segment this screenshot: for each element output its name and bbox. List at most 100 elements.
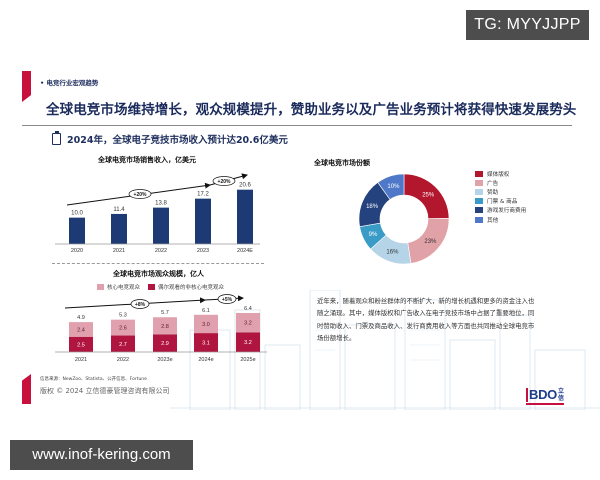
svg-text:25%: 25% — [422, 192, 435, 198]
source-note: 信息来源：NewZoo、Statista、公开信息、Fortune — [40, 377, 147, 382]
city-skyline-background — [170, 290, 600, 410]
svg-text:2024E: 2024E — [237, 248, 253, 254]
svg-text:13.8: 13.8 — [155, 201, 167, 207]
svg-text:2.8: 2.8 — [161, 324, 169, 330]
report-slide: • 电竞行业宏观趋势 全球电竞市场维持增长，观众规模提升，赞助业务以及广告业务预… — [0, 60, 600, 410]
legend-item: 其他 — [475, 215, 526, 224]
svg-text:3.2: 3.2 — [244, 321, 252, 327]
bar — [195, 198, 211, 244]
bar-segment-core — [236, 312, 260, 333]
svg-text:2020: 2020 — [71, 248, 83, 254]
legend-label: 赞助 — [487, 189, 499, 196]
bar — [237, 189, 253, 244]
svg-text:4.9: 4.9 — [77, 315, 85, 321]
svg-text:2024e: 2024e — [198, 357, 213, 363]
legend-swatch — [475, 198, 483, 205]
audience-chart-title: 全球电竞市场观众规模，亿人 — [113, 270, 204, 278]
revenue-chart-title: 全球电竞市场销售收入，亿美元 — [98, 156, 196, 164]
copyright: 版权 © 2024 立信德豪管理咨询有限公司 — [40, 387, 170, 395]
svg-text:16%: 16% — [386, 250, 399, 256]
accent-bar-top — [22, 71, 31, 102]
bar-segment-core — [194, 314, 218, 334]
svg-text:2022: 2022 — [117, 357, 129, 363]
legend-item-occasional: 偶尔观看的非核心电竞观众 — [148, 283, 224, 291]
donut-slice — [377, 173, 405, 200]
bar-segment-core — [111, 319, 135, 336]
svg-text:23%: 23% — [424, 239, 437, 245]
svg-text:2023: 2023 — [197, 248, 209, 254]
bdo-logo: BDO 立信 — [526, 388, 565, 405]
bar-segment-core — [69, 322, 93, 337]
svg-text:3.0: 3.0 — [202, 322, 210, 328]
bar-segment-occasional — [153, 334, 177, 352]
svg-text:3.2: 3.2 — [244, 340, 252, 346]
legend-swatch — [475, 179, 483, 186]
svg-text:10%: 10% — [387, 184, 400, 190]
svg-text:10.0: 10.0 — [71, 211, 83, 217]
svg-text:3.1: 3.1 — [202, 341, 210, 347]
legend-swatch — [475, 170, 483, 177]
chart-separator — [52, 263, 264, 264]
share-legend: 媒体版权广告赞助门票 & 商品 游戏发行商费用其他 — [475, 169, 526, 224]
svg-text:2025e: 2025e — [240, 357, 255, 363]
svg-text:+20%: +20% — [134, 192, 147, 198]
svg-text:+8%: +8% — [135, 302, 146, 308]
svg-text:+20%: +20% — [218, 179, 231, 185]
svg-text:2.6: 2.6 — [119, 326, 127, 332]
watermark-tg: TG: MYYJJPP — [466, 10, 589, 40]
legend-item: 赞助 — [475, 187, 526, 196]
watermark-url: www.inof-kering.com — [10, 440, 193, 470]
bar-segment-occasional — [236, 332, 260, 352]
svg-text:2023e: 2023e — [157, 357, 172, 363]
legend-item: 媒体版权 — [475, 169, 526, 178]
svg-text:+5%: +5% — [222, 297, 233, 303]
divider — [22, 125, 572, 126]
svg-text:2021: 2021 — [75, 357, 87, 363]
legend-swatch — [475, 207, 483, 214]
legend-swatch — [97, 284, 104, 290]
market-share-donut-chart: 25% 23% 16% 9% 18% 10% — [358, 173, 450, 265]
section-tag: • 电竞行业宏观趋势 — [40, 79, 99, 87]
summary-paragraph: 近年来，随着观众和粉丝群体的不断扩大，新的增长机遇和更多的资金注入也随之涌现。其… — [317, 297, 535, 342]
svg-text:2.7: 2.7 — [119, 342, 127, 348]
legend-item: 门票 & 商品 — [475, 197, 526, 206]
svg-text:20.6: 20.6 — [239, 183, 251, 189]
bar-segment-occasional — [194, 333, 218, 352]
svg-text:6.4: 6.4 — [244, 306, 252, 312]
legend-item-core: 核心电竞观众 — [97, 283, 140, 291]
legend-label: 其他 — [487, 217, 499, 224]
audience-stacked-bar-chart: 2.5 2.4 4.9 2021 2.7 2.6 5.3 2022 2.9 2.8 5.7 2023e… — [55, 294, 267, 363]
svg-text:11.4: 11.4 — [113, 207, 125, 213]
svg-text:17.2: 17.2 — [197, 192, 209, 198]
svg-text:6.1: 6.1 — [202, 308, 210, 314]
clipboard-icon — [52, 131, 61, 145]
legend-swatch — [475, 216, 483, 223]
legend-label: 媒体版权 — [487, 171, 510, 178]
svg-text:2.4: 2.4 — [77, 327, 85, 333]
svg-text:2.9: 2.9 — [161, 341, 169, 347]
share-chart-title: 全球电竞市场份额 — [314, 159, 370, 167]
bar-segment-core — [153, 317, 177, 335]
bar-segment-occasional — [111, 335, 135, 352]
legend-item: 广告 — [475, 178, 526, 187]
legend-swatch — [475, 188, 483, 195]
bar — [69, 217, 85, 244]
svg-text:18%: 18% — [366, 204, 379, 210]
audience-legend: 核心电竞观众 偶尔观看的非核心电竞观众 — [97, 283, 224, 291]
accent-bar-bottom — [22, 374, 31, 404]
svg-text:9%: 9% — [369, 232, 378, 238]
subhead-text: 2024年，全球电子竞技市场收入预计达20.6亿美元 — [67, 135, 288, 146]
svg-text:2022: 2022 — [155, 248, 167, 254]
legend-label: 门票 & 商品 — [487, 199, 518, 206]
legend-label: 广告 — [487, 180, 499, 187]
revenue-bar-chart: 10.0 2020 11.4 2021 13.8 2022 17.2 2023 20.6 2024… — [55, 173, 260, 254]
legend-swatch — [148, 284, 156, 290]
bar — [153, 207, 169, 244]
svg-text:2.5: 2.5 — [77, 342, 85, 348]
subhead: 2024年，全球电子竞技市场收入预计达20.6亿美元 — [52, 131, 288, 146]
page-title: 全球电竞市场维持增长，观众规模提升，赞助业务以及广告业务预计将获得快速发展势头 — [46, 102, 577, 118]
legend-item: 游戏发行商费用 — [475, 206, 526, 215]
svg-text:5.3: 5.3 — [119, 313, 127, 319]
bar-segment-occasional — [69, 336, 93, 352]
svg-text:5.7: 5.7 — [161, 310, 169, 316]
